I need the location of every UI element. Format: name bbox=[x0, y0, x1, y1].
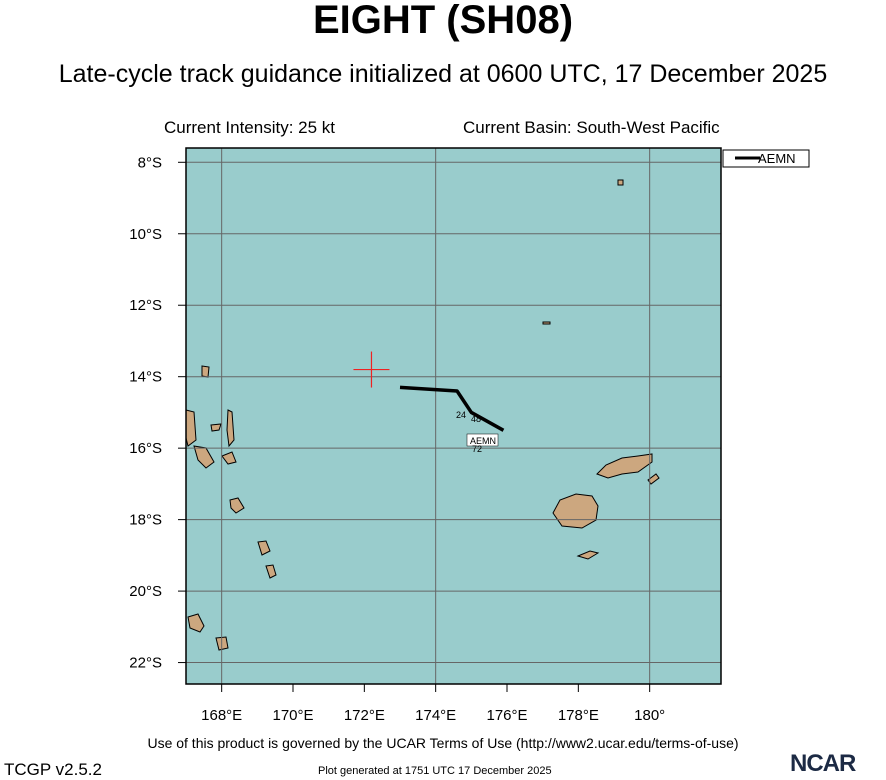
longitude-labels: 168°E 170°E 172°E 174°E 176°E 178°E 180° bbox=[201, 684, 665, 724]
lat-label: 12°S bbox=[129, 297, 162, 314]
storm-title: EIGHT (SH08) bbox=[312, 0, 574, 42]
lon-label: 172°E bbox=[344, 707, 385, 724]
lon-label: 180° bbox=[634, 707, 665, 724]
island-epi bbox=[221, 451, 237, 465]
map-border bbox=[185, 147, 722, 685]
legend-label-aemn: AEMN bbox=[758, 151, 796, 166]
track-hour-label-24: 24 bbox=[456, 410, 466, 420]
guidance-subtitle: Late-cycle track guidance initialized at… bbox=[58, 60, 828, 88]
current-intensity: Current Intensity: 25 kt bbox=[164, 118, 336, 137]
track-model-tag-box bbox=[466, 433, 499, 447]
terms-of-use: Use of this product is governed by the U… bbox=[147, 735, 739, 751]
lat-label: 10°S bbox=[129, 226, 162, 243]
island-kadavu bbox=[576, 550, 600, 560]
island-espiritu-santo bbox=[185, 409, 197, 447]
lat-label: 14°S bbox=[129, 369, 162, 386]
current-basin: Current Basin: South-West Pacific bbox=[463, 118, 720, 137]
lat-label: 8°S bbox=[138, 154, 162, 171]
aemn-track-line bbox=[399, 385, 505, 432]
current-position-marker bbox=[353, 351, 390, 388]
lon-label: 170°E bbox=[272, 707, 313, 724]
island-pentecost bbox=[226, 409, 235, 448]
lat-label: 18°S bbox=[129, 512, 162, 529]
lon-label: 178°E bbox=[558, 707, 599, 724]
land-masses bbox=[185, 179, 660, 651]
lat-label: 20°S bbox=[129, 583, 162, 600]
lat-label: 16°S bbox=[129, 440, 162, 457]
track-model-tag: AEMN bbox=[470, 436, 496, 446]
island-efate bbox=[229, 497, 245, 514]
track-hour-label-48: 48 bbox=[471, 414, 481, 424]
island-erromango bbox=[257, 540, 271, 556]
legend: AEMN bbox=[722, 149, 810, 168]
latitude-labels: 8°S 10°S 12°S 14°S 16°S 18°S 20°S 22°S bbox=[129, 154, 186, 672]
lat-label: 22°S bbox=[129, 655, 162, 672]
island-tanna bbox=[265, 564, 277, 579]
island-vanua-levu bbox=[596, 453, 653, 479]
ncar-logo: NCAR bbox=[790, 750, 856, 777]
ocean-area bbox=[186, 148, 721, 684]
island-ambae bbox=[210, 423, 222, 432]
island-banks bbox=[201, 365, 210, 378]
island-new-caledonia-a bbox=[187, 613, 205, 633]
island-rotuma bbox=[542, 321, 551, 325]
lon-label: 176°E bbox=[486, 707, 527, 724]
map-grid bbox=[186, 148, 721, 684]
plot-generated-label: Plot generated at 1751 UTC 17 December 2… bbox=[318, 765, 552, 777]
track-hour-label-72: 72 bbox=[472, 444, 482, 454]
version-label: TCGP v2.5.2 bbox=[4, 760, 102, 779]
lon-label: 174°E bbox=[415, 707, 456, 724]
island-funafuti bbox=[617, 179, 624, 186]
lon-label: 168°E bbox=[201, 707, 242, 724]
